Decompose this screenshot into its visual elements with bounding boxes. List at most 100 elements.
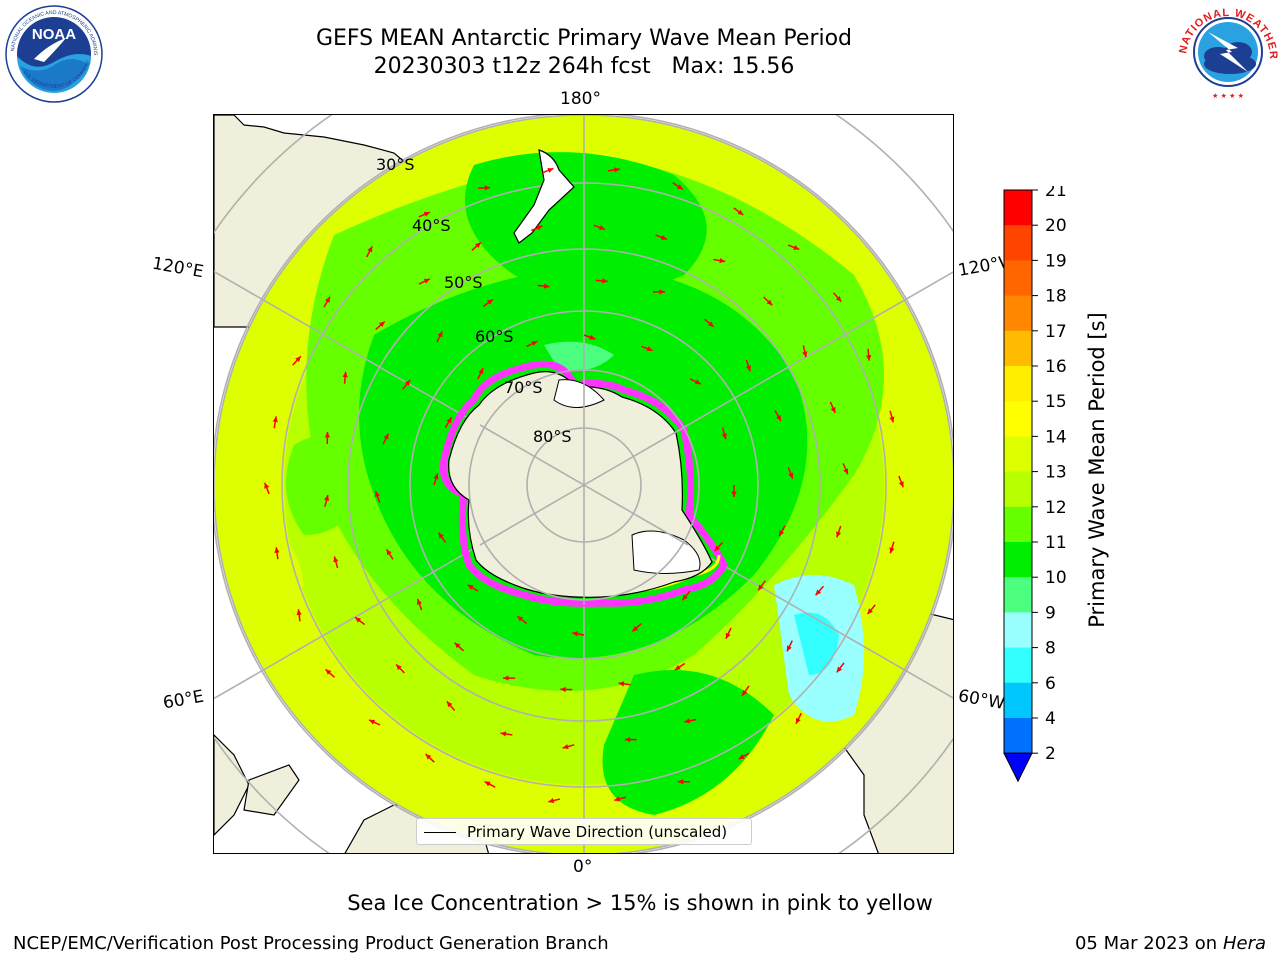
wave-arrow-head xyxy=(738,754,745,760)
wave-arrow-head xyxy=(614,167,620,173)
noaa-logo: NOAA NATIONAL OCEANIC AND ATMOSPHERIC AD… xyxy=(4,4,103,103)
wave-arrow-head xyxy=(602,278,608,284)
colorbar-tick-label: 14 xyxy=(1045,427,1067,447)
lon-label-bottom: 0° xyxy=(573,857,593,877)
colorbar-tick-label: 21 xyxy=(1045,186,1067,201)
colorbar-tick-label: 19 xyxy=(1045,251,1067,271)
colorbar-tick-label: 6 xyxy=(1045,674,1056,694)
wave-arrow-head xyxy=(719,258,726,264)
wave-arrow-head xyxy=(572,631,578,637)
wave-arrow-head xyxy=(694,379,701,385)
wave-arrow-head xyxy=(355,617,361,623)
colorbar-segment xyxy=(1004,330,1032,367)
wave-arrow-head xyxy=(646,346,653,352)
wave-arrow-head xyxy=(404,379,411,386)
wave-arrow-head xyxy=(779,530,785,537)
wave-arrow-head xyxy=(659,289,665,295)
wave-arrow-head xyxy=(438,532,444,539)
lon-label-left-lower: 60°E xyxy=(161,686,206,714)
wave-arrow-head xyxy=(815,589,822,596)
wave-arrow-head xyxy=(324,432,330,438)
footer-date: 05 Mar 2023 on Hera xyxy=(1075,933,1266,954)
wave-arrow-head xyxy=(766,299,773,306)
legend-line-swatch xyxy=(424,832,456,833)
colorbar-segment xyxy=(1004,471,1032,508)
wave-arrow-head xyxy=(531,341,538,346)
colorbar-segment xyxy=(1004,190,1032,226)
colorbar-segment xyxy=(1004,366,1032,402)
map-frame: 30°S 40°S 50°S 60°S 70°S 80°S xyxy=(213,114,954,854)
colorbar-segment xyxy=(1004,506,1032,543)
wave-arrow-head xyxy=(866,355,872,361)
colorbar-tick-label: 9 xyxy=(1045,603,1056,623)
wave-arrow-head xyxy=(264,482,270,489)
colorbar-tick-label: 10 xyxy=(1045,568,1067,588)
lon-label-top: 180° xyxy=(560,89,601,109)
wave-arrow-head xyxy=(378,321,385,328)
wave-arrow-head xyxy=(614,796,621,802)
wave-arrow-head xyxy=(676,184,683,190)
colorbar-tick-label: 17 xyxy=(1045,322,1067,342)
wave-arrow-head xyxy=(543,283,550,289)
colorbar-segment xyxy=(1004,612,1032,649)
lon-label-right-lower: 60°W xyxy=(956,686,1007,714)
colorbar-tick-label: 15 xyxy=(1045,392,1067,412)
wave-arrow-head xyxy=(737,209,744,216)
wave-arrow-head xyxy=(802,351,808,358)
wave-arrow-head xyxy=(484,185,491,191)
wave-arrow-head xyxy=(795,717,801,724)
wave-arrow-head xyxy=(416,598,422,605)
wave-arrow-head xyxy=(836,666,843,673)
wave-arrow-head xyxy=(446,417,452,424)
wave-arrow-head xyxy=(423,211,430,217)
wave-arrow-head xyxy=(396,664,402,671)
colorbar-label: Primary Wave Mean Period [s] xyxy=(1085,312,1109,628)
graticule xyxy=(214,115,953,853)
colorbar-tick-label: 2 xyxy=(1045,744,1056,764)
lat-label-70: 70°S xyxy=(504,378,543,397)
lon-label-left-upper: 120°E xyxy=(150,253,206,283)
wave-arrow-head xyxy=(731,491,737,497)
wave-arrow-head xyxy=(536,225,543,231)
wave-arrow-head xyxy=(793,244,800,250)
colorbar-tick-label: 11 xyxy=(1045,533,1067,553)
wave-arrow-head xyxy=(369,719,376,725)
lat-label-60: 60°S xyxy=(475,327,514,346)
wave-arrow-head xyxy=(632,625,639,632)
colorbar-segment xyxy=(1004,295,1032,332)
wave-arrow-head xyxy=(475,242,481,248)
colorbar-segment xyxy=(1004,260,1032,297)
wave-arrow-head xyxy=(296,609,302,616)
wave-arrow-head xyxy=(433,473,439,480)
wave-arrow-head xyxy=(487,299,493,305)
wave-arrow-head xyxy=(725,632,731,639)
colorbar-segment xyxy=(1004,682,1032,719)
wave-arrow-head xyxy=(830,406,836,413)
wave-arrow-head xyxy=(500,731,507,737)
sea-ice-note: Sea Ice Concentration > 15% is shown in … xyxy=(347,891,933,915)
wave-arrow-head xyxy=(889,547,895,554)
nws-logo: NATIONAL WEATHER SERVICE ★ ★ ★ ★ xyxy=(1178,2,1278,100)
polar-map: 30°S 40°S 50°S 60°S 70°S 80°S xyxy=(214,115,953,853)
wave-arrow-head xyxy=(548,798,555,804)
wave-arrow-head xyxy=(898,481,904,488)
wave-arrow-head xyxy=(503,675,509,681)
colorbar-tick-label: 20 xyxy=(1045,216,1067,236)
lat-label-50: 50°S xyxy=(444,273,483,292)
wave-arrow-head xyxy=(446,701,453,708)
wave-arrow-head xyxy=(758,584,764,591)
colorbar-tick-label: 12 xyxy=(1045,498,1067,518)
wave-arrow-head xyxy=(714,545,721,552)
colorbar-segment xyxy=(1004,647,1032,684)
chart-title: GEFS MEAN Antarctic Primary Wave Mean Pe… xyxy=(315,26,853,51)
lat-label-80: 80°S xyxy=(533,427,572,446)
wave-arrow-head xyxy=(787,645,792,652)
wave-arrow-head xyxy=(776,415,782,422)
wave-arrow-head xyxy=(721,433,727,440)
wave-arrow-head xyxy=(386,549,392,556)
wave-arrow-head xyxy=(342,371,348,378)
wave-arrow-head xyxy=(274,547,280,554)
wave-arrow-head xyxy=(674,664,681,671)
wave-arrow-head xyxy=(867,608,874,615)
wave-arrow-head xyxy=(677,779,684,785)
